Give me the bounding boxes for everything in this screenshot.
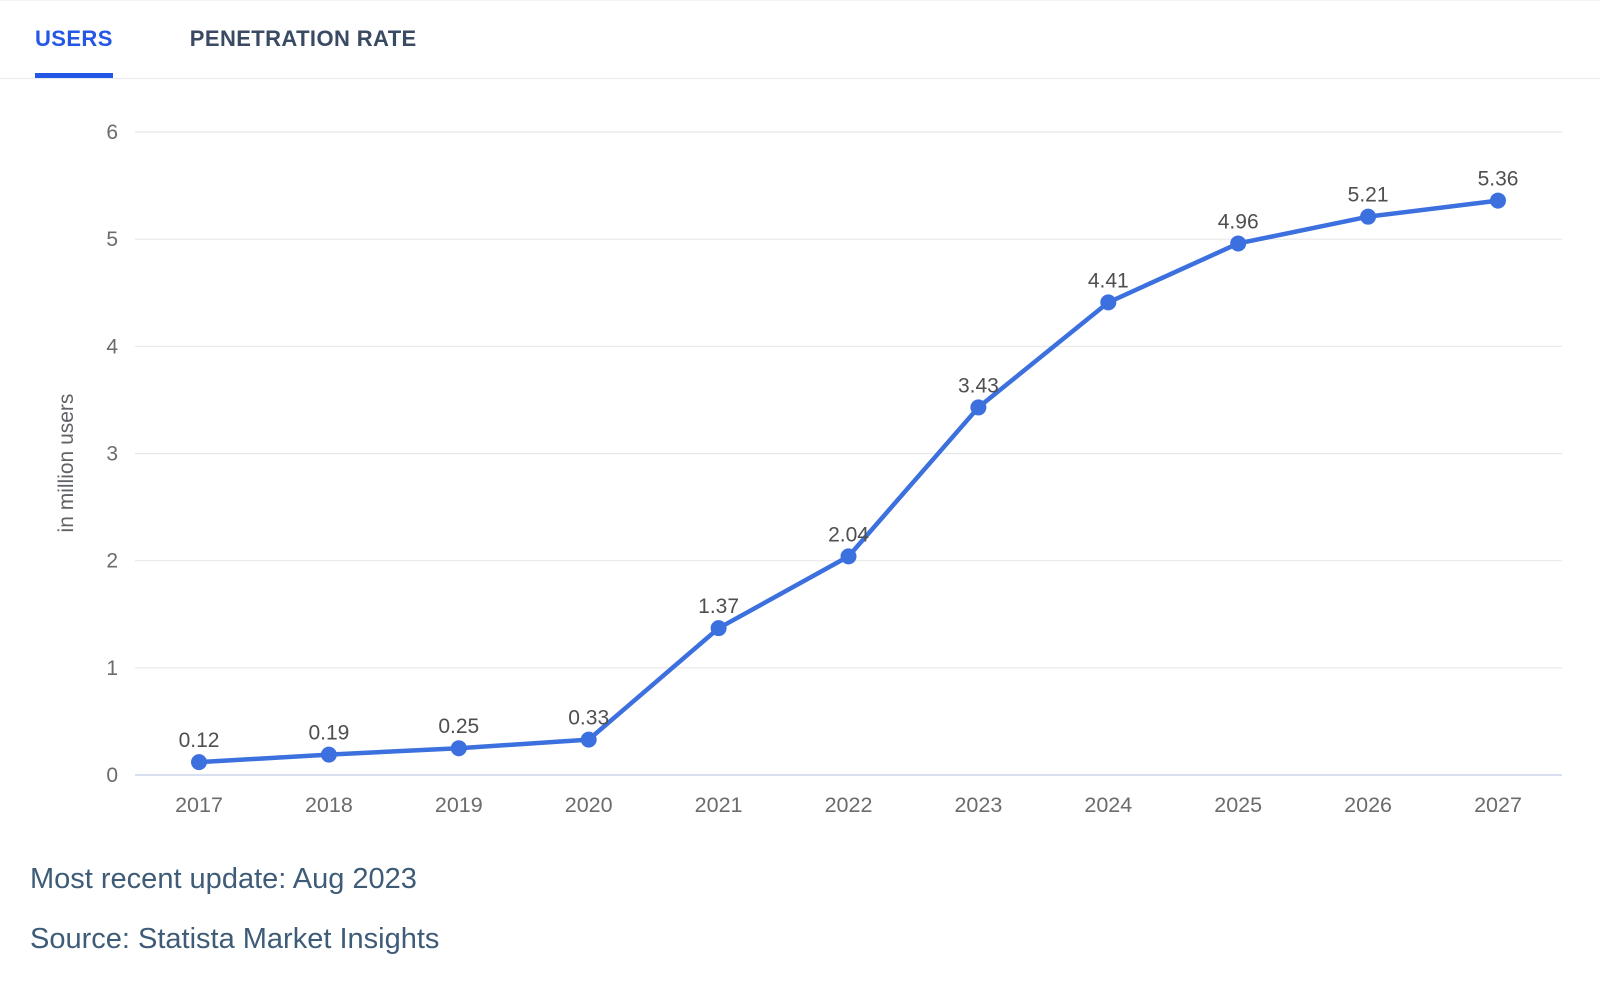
data-point-label: 1.37 xyxy=(698,595,739,618)
data-point-label: 0.33 xyxy=(568,707,609,730)
users-line-chart-canvas: 0 1 2 3 4 5 6 in million users 2017 2018 2019 2020 2… xyxy=(55,121,1562,817)
x-tick-label: 2025 xyxy=(1214,793,1262,817)
data-point-2022[interactable] xyxy=(840,548,857,565)
users-line-series xyxy=(196,198,1501,765)
data-point-label: 0.19 xyxy=(308,722,349,745)
tab-users[interactable]: USERS xyxy=(35,1,113,78)
data-point-2026[interactable] xyxy=(1360,208,1377,225)
last-update-text: Most recent update: Aug 2023 xyxy=(30,863,417,895)
y-tick-label: 2 xyxy=(106,550,118,573)
y-tick-label: 4 xyxy=(106,335,118,358)
data-point-label: 5.21 xyxy=(1348,184,1389,207)
data-point-label: 5.36 xyxy=(1478,168,1519,191)
tab-penetration-rate[interactable]: PENETRATION RATE xyxy=(190,1,417,78)
y-tick-label: 5 xyxy=(106,228,118,251)
data-point-2018[interactable] xyxy=(320,746,337,763)
x-tick-label: 2017 xyxy=(175,793,223,817)
data-point-label: 4.96 xyxy=(1218,210,1259,233)
y-tick-label: 1 xyxy=(106,657,118,680)
data-point-2020[interactable] xyxy=(580,731,597,748)
x-tick-label: 2026 xyxy=(1344,793,1392,817)
y-tick-label: 3 xyxy=(106,443,118,466)
x-tick-label: 2020 xyxy=(565,793,613,817)
users-line-chart: 0 1 2 3 4 5 6 in million users 2017 2018 2019 2020 2… xyxy=(0,80,1600,820)
y-tick-label: 6 xyxy=(106,121,118,144)
x-tick-label: 2019 xyxy=(435,793,483,817)
data-point-label: 0.25 xyxy=(438,715,479,738)
data-point-2021[interactable] xyxy=(710,620,727,637)
data-point-2017[interactable] xyxy=(191,754,207,771)
y-axis-title: in million users xyxy=(55,394,78,533)
data-point-label: 2.04 xyxy=(828,523,869,546)
x-tick-label: 2023 xyxy=(954,793,1002,817)
x-tick-label: 2018 xyxy=(305,793,353,817)
source-text: Source: Statista Market Insights xyxy=(30,923,440,955)
data-point-label: 3.43 xyxy=(958,374,999,397)
x-tick-label: 2022 xyxy=(825,793,873,817)
data-point-2024[interactable] xyxy=(1100,294,1117,311)
data-point-2027[interactable] xyxy=(1490,192,1506,209)
x-tick-label: 2024 xyxy=(1084,793,1132,817)
data-point-2023[interactable] xyxy=(970,399,987,416)
x-tick-label: 2021 xyxy=(695,793,743,817)
tab-bar: USERS PENETRATION RATE xyxy=(0,0,1600,79)
data-point-2025[interactable] xyxy=(1230,235,1247,252)
y-tick-label: 0 xyxy=(106,764,118,787)
data-point-label: 4.41 xyxy=(1088,269,1129,292)
x-tick-label: 2027 xyxy=(1474,793,1522,817)
data-point-2019[interactable] xyxy=(450,740,467,757)
data-point-label: 0.12 xyxy=(179,729,220,752)
